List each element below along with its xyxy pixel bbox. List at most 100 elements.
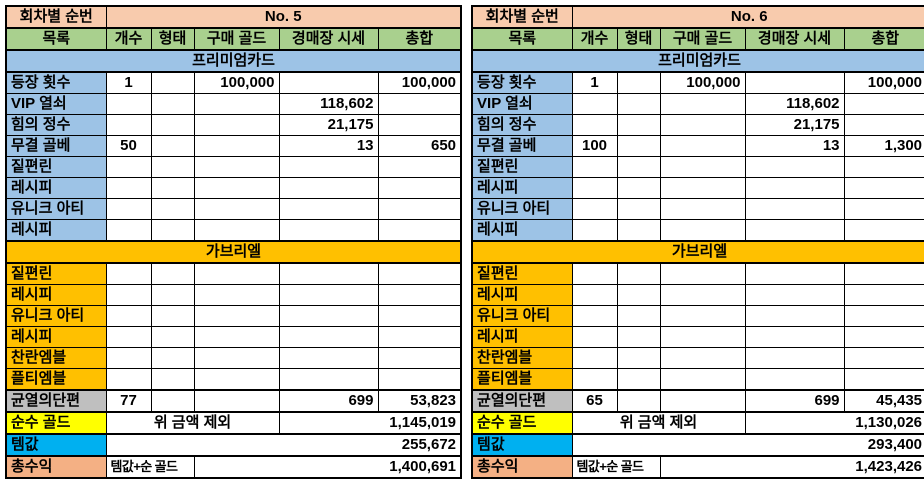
- cell-auction-price[interactable]: [744, 305, 845, 327]
- cell-buy-gold[interactable]: [659, 114, 746, 136]
- cell-auction-price[interactable]: [278, 219, 379, 242]
- cell-buy-gold[interactable]: [659, 135, 746, 157]
- cell-auction-price[interactable]: [744, 71, 845, 94]
- cell-buy-gold[interactable]: [659, 326, 746, 348]
- cell-form[interactable]: [616, 368, 661, 391]
- cell-form[interactable]: [150, 326, 195, 348]
- cell-auction-price[interactable]: [744, 284, 845, 306]
- cell-total[interactable]: [843, 219, 924, 242]
- total-profit-label[interactable]: 총수익: [5, 455, 107, 479]
- item-label[interactable]: 레시피: [471, 326, 573, 348]
- cell-total[interactable]: [377, 347, 462, 369]
- cell-total[interactable]: [377, 198, 462, 220]
- pure-gold-value[interactable]: 1,130,026: [744, 411, 924, 435]
- cell-form[interactable]: [616, 219, 661, 242]
- item-label[interactable]: 균열의단편: [471, 389, 573, 413]
- section-header[interactable]: 프리미엄카드: [471, 49, 924, 73]
- cell-count[interactable]: [105, 368, 152, 391]
- cell-buy-gold[interactable]: [659, 262, 746, 285]
- cell-buy-gold[interactable]: [659, 347, 746, 369]
- cell-form[interactable]: [616, 284, 661, 306]
- col-header-total[interactable]: 총합: [377, 27, 462, 51]
- cell-auction-price[interactable]: [278, 305, 379, 327]
- cell-buy-gold[interactable]: [193, 368, 280, 391]
- cell-buy-gold[interactable]: [193, 347, 280, 369]
- cell-count[interactable]: [571, 347, 618, 369]
- cell-count[interactable]: [571, 219, 618, 242]
- item-value-label[interactable]: 템값: [471, 433, 573, 457]
- cell-buy-gold[interactable]: [659, 177, 746, 199]
- cell-count[interactable]: [105, 305, 152, 327]
- cell-count[interactable]: 65: [571, 389, 618, 413]
- cell-count[interactable]: [571, 177, 618, 199]
- item-value-total[interactable]: 255,672: [105, 433, 462, 457]
- cell-buy-gold[interactable]: [659, 305, 746, 327]
- cell-total[interactable]: [377, 156, 462, 178]
- cell-total[interactable]: [377, 305, 462, 327]
- col-header-total[interactable]: 총합: [843, 27, 924, 51]
- cell-auction-price[interactable]: 13: [744, 135, 845, 157]
- item-label[interactable]: 힘의 정수: [471, 114, 573, 136]
- cell-buy-gold[interactable]: [659, 284, 746, 306]
- col-header-buy-gold[interactable]: 구매 골드: [659, 27, 746, 51]
- cell-auction-price[interactable]: [278, 177, 379, 199]
- total-profit-formula[interactable]: 템값+순 골드: [571, 455, 661, 479]
- cell-form[interactable]: [150, 305, 195, 327]
- col-header-auction-price[interactable]: 경매장 시세: [744, 27, 845, 51]
- item-label[interactable]: 무결 골베: [471, 135, 573, 157]
- cell-auction-price[interactable]: [744, 156, 845, 178]
- cell-count[interactable]: [571, 198, 618, 220]
- cell-count[interactable]: [571, 368, 618, 391]
- item-label[interactable]: VIP 열쇠: [5, 93, 107, 115]
- item-label[interactable]: 짙편린: [5, 156, 107, 178]
- cell-buy-gold[interactable]: [193, 284, 280, 306]
- cell-count[interactable]: 77: [105, 389, 152, 413]
- cell-count[interactable]: [105, 219, 152, 242]
- cell-form[interactable]: [150, 114, 195, 136]
- cell-form[interactable]: [150, 71, 195, 94]
- col-header-auction-price[interactable]: 경매장 시세: [278, 27, 379, 51]
- cell-form[interactable]: [616, 93, 661, 115]
- col-header-buy-gold[interactable]: 구매 골드: [193, 27, 280, 51]
- cell-total[interactable]: [377, 177, 462, 199]
- cell-form[interactable]: [616, 262, 661, 285]
- cell-total[interactable]: [843, 347, 924, 369]
- item-label[interactable]: 짙편린: [471, 156, 573, 178]
- cell-auction-price[interactable]: 118,602: [744, 93, 845, 115]
- cell-buy-gold[interactable]: [193, 219, 280, 242]
- cell-count[interactable]: [105, 262, 152, 285]
- cell-total[interactable]: [843, 93, 924, 115]
- cell-total[interactable]: [843, 198, 924, 220]
- cell-buy-gold[interactable]: [193, 262, 280, 285]
- cell-form[interactable]: [150, 284, 195, 306]
- item-label[interactable]: 짙편린: [471, 262, 573, 285]
- round-seq-label[interactable]: 회차별 순번: [471, 5, 573, 29]
- col-header-item[interactable]: 목록: [471, 27, 573, 51]
- cell-count[interactable]: [571, 93, 618, 115]
- cell-form[interactable]: [150, 347, 195, 369]
- cell-auction-price[interactable]: [744, 326, 845, 348]
- item-label[interactable]: 레시피: [5, 326, 107, 348]
- cell-form[interactable]: [150, 262, 195, 285]
- cell-auction-price[interactable]: [278, 326, 379, 348]
- cell-form[interactable]: [150, 177, 195, 199]
- cell-auction-price[interactable]: [744, 177, 845, 199]
- cell-auction-price[interactable]: [278, 347, 379, 369]
- cell-auction-price[interactable]: [278, 156, 379, 178]
- item-label[interactable]: 레시피: [5, 219, 107, 242]
- cell-total[interactable]: [377, 326, 462, 348]
- cell-form[interactable]: [150, 368, 195, 391]
- cell-form[interactable]: [616, 347, 661, 369]
- item-value-label[interactable]: 템값: [5, 433, 107, 457]
- cell-count[interactable]: [571, 262, 618, 285]
- cell-buy-gold[interactable]: [659, 219, 746, 242]
- col-header-form[interactable]: 형태: [616, 27, 661, 51]
- cell-total[interactable]: [377, 368, 462, 391]
- cell-auction-price[interactable]: [744, 198, 845, 220]
- cell-count[interactable]: 50: [105, 135, 152, 157]
- cell-total[interactable]: 45,435: [843, 389, 924, 413]
- cell-total[interactable]: [843, 326, 924, 348]
- item-label[interactable]: 유니크 아티: [5, 198, 107, 220]
- round-seq-label[interactable]: 회차별 순번: [5, 5, 107, 29]
- cell-buy-gold[interactable]: [659, 389, 746, 413]
